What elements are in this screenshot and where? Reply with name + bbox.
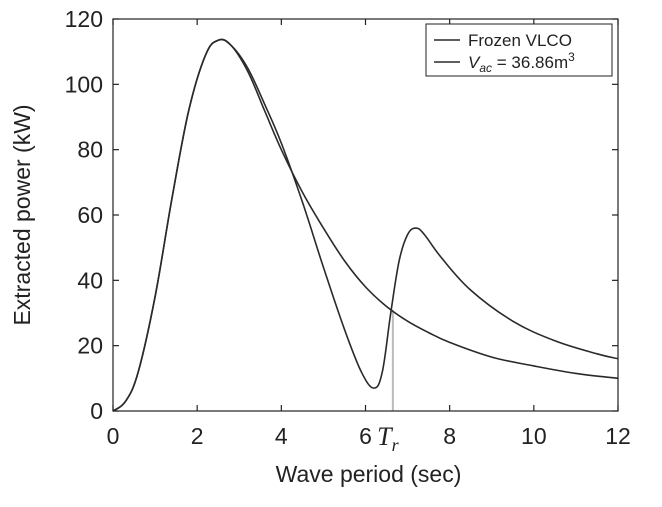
- y-tick-label: 40: [77, 267, 103, 293]
- x-tick-label: 2: [191, 423, 204, 449]
- y-tick-label: 80: [77, 137, 103, 163]
- x-tick-label: 4: [275, 423, 288, 449]
- x-axis-label: Wave period (sec): [276, 461, 462, 487]
- y-axis-label: Extracted power (kW): [9, 104, 35, 325]
- plot-frame: [112, 18, 619, 412]
- y-tick-label: 60: [77, 202, 103, 228]
- y-tick-label: 0: [90, 398, 103, 424]
- series-line-frozen-vlco: [112, 38, 619, 412]
- y-tick-label: 20: [77, 333, 103, 359]
- y-tick-label: 120: [65, 6, 103, 32]
- x-tick-label: 0: [107, 423, 120, 449]
- legend-box: [425, 23, 613, 77]
- x-tick-label: 12: [605, 423, 631, 449]
- legend-label-frozen-vlco: Frozen VLCO: [468, 31, 572, 50]
- legend-label-vac: Vac = 36.86m3: [468, 50, 575, 75]
- resonance-period-label: Tr: [377, 422, 399, 455]
- x-tick-label: 8: [443, 423, 456, 449]
- x-tick-label: 6: [359, 423, 372, 449]
- series-line-vac: [112, 38, 619, 412]
- series-layer: [112, 38, 619, 412]
- x-tick-label: 10: [521, 423, 547, 449]
- y-tick-label: 100: [65, 71, 103, 97]
